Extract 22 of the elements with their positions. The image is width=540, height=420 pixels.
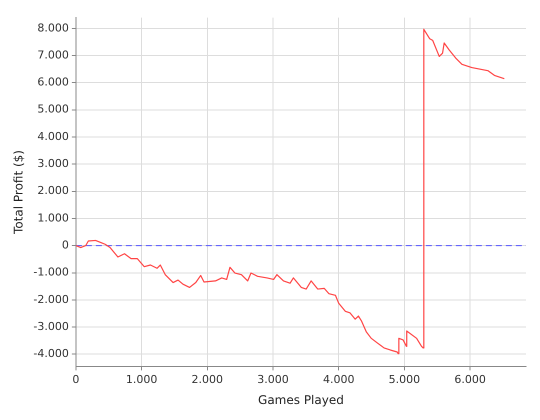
- y-tick-label: -2.000: [33, 292, 69, 306]
- y-tick-label: -1.000: [33, 266, 69, 279]
- y-tick-label: -4.000: [33, 347, 69, 360]
- y-tick-label: 5.000: [37, 102, 69, 116]
- x-tick-label: 4.000: [322, 372, 354, 386]
- y-tick-label: 8.000: [37, 21, 69, 34]
- x-tick-label: 1.000: [126, 372, 158, 386]
- y-tick-label: 4.000: [37, 130, 69, 143]
- x-tick-label: 3.000: [257, 372, 289, 386]
- y-tick-label: 1.000: [37, 211, 69, 224]
- y-tick-label: 0: [62, 238, 69, 252]
- x-tick-label: 6.000: [454, 372, 486, 386]
- y-tick-label: 3.000: [37, 157, 69, 170]
- y-tick-label: 2.000: [37, 184, 69, 198]
- x-tick-label: 2.000: [192, 372, 224, 386]
- x-axis-title: Games Played: [258, 392, 344, 407]
- y-tick-label: -3.000: [33, 320, 69, 333]
- y-tick-label: 6.000: [37, 76, 69, 89]
- y-tick-label: 7.000: [37, 48, 69, 62]
- x-tick-label: 0: [72, 372, 80, 386]
- x-tick-label: 5.000: [388, 372, 420, 386]
- y-axis-title: Total Profit ($): [11, 150, 26, 235]
